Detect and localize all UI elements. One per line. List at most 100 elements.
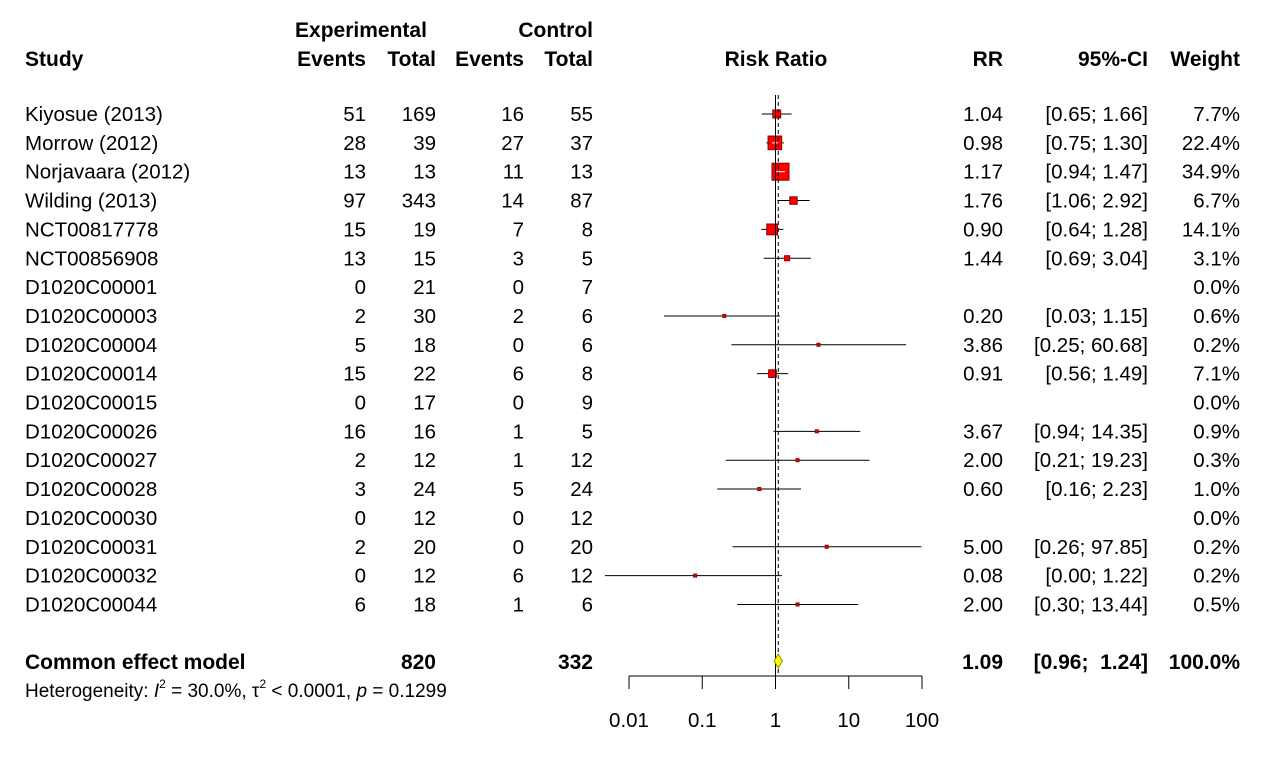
exp-events: 6 [355,593,366,616]
rr-value: 0.60 [963,478,1003,501]
rr-value: 0.91 [963,363,1003,386]
weight-value: 22.4% [1182,132,1240,155]
ctrl-total: 37 [570,132,593,155]
het-i2-sup: 2 [159,677,166,691]
study-box [693,573,698,578]
exp-events: 13 [343,247,366,270]
weight-value: 0.3% [1193,449,1240,472]
ci-value: [1.06; 2.92] [1045,190,1148,213]
rr-value: 5.00 [963,536,1003,559]
ctrl-events: 16 [501,103,524,126]
weight-value: 1.0% [1193,478,1240,501]
ctrl-total: 13 [570,161,593,184]
exp-total: 18 [413,593,436,616]
ctrl-events: 0 [513,536,524,559]
exp-total: 12 [413,507,436,530]
exp-events: 0 [355,392,366,415]
study-name: NCT00856908 [25,247,158,270]
ci-value: [0.25; 60.68] [1034,334,1148,357]
ctrl-events: 0 [513,392,524,415]
rr-value: 3.86 [963,334,1003,357]
weight-value: 0.9% [1193,420,1240,443]
exp-total: 16 [413,420,436,443]
ctrl-events: 1 [513,593,524,616]
study-name: D1020C00030 [25,507,157,530]
study-name: D1020C00001 [25,276,157,299]
study-name: Kiyosue (2013) [25,103,163,126]
exp-total: 24 [413,478,436,501]
weight-value: 6.7% [1193,190,1240,213]
ctrl-events: 6 [513,363,524,386]
study-name: D1020C00014 [25,363,157,386]
study-box [784,255,791,262]
ctrl-events: 7 [513,218,524,241]
ctrl-events: 0 [513,507,524,530]
ci-value: [0.21; 19.23] [1034,449,1148,472]
ctrl-total: 9 [582,392,593,415]
x-tick-label: 1 [770,709,781,732]
het-tau-value: < 0.0001, [266,681,356,702]
het-i2-value: = 30.0%, [166,681,252,702]
study-box [757,487,762,492]
header-study: Study [25,48,84,71]
ctrl-total: 5 [582,420,593,443]
rr-value: 0.08 [963,565,1003,588]
ctrl-events: 5 [513,478,524,501]
ctrl-total: 6 [582,334,593,357]
study-rows: Kiyosue (2013) 51 169 16 55 1.04 [0.65; 1.66] 7… [25,103,1240,616]
header-ctrl-total: Total [544,48,593,71]
weight-value: 7.1% [1193,363,1240,386]
header-risk-ratio: Risk Ratio [725,48,828,71]
study-name: D1020C00032 [25,565,157,588]
x-tick-label: 0.01 [609,709,649,732]
ci-value: [0.56; 1.49] [1045,363,1148,386]
study-box [816,342,821,347]
ctrl-total: 12 [570,565,593,588]
exp-events: 3 [355,478,366,501]
exp-events: 2 [355,536,366,559]
het-prefix: Heterogeneity: [25,681,154,702]
exp-total: 20 [413,536,436,559]
exp-total: 17 [413,392,436,415]
study-name: Wilding (2013) [25,190,157,213]
header-control: Control [518,19,593,42]
rr-value: 1.44 [963,247,1003,270]
pooled-weight: 100.0% [1169,651,1241,674]
rr-value: 1.76 [963,190,1003,213]
x-tick-label: 10 [837,709,860,732]
pooled-exp-total: 820 [401,651,436,674]
rr-value: 3.67 [963,420,1003,443]
exp-total: 22 [413,363,436,386]
ci-value: [0.94; 1.47] [1045,161,1148,184]
study-name: Morrow (2012) [25,132,158,155]
exp-total: 169 [402,103,436,126]
exp-events: 0 [355,565,366,588]
study-box [722,313,727,318]
exp-total: 13 [413,161,436,184]
het-p-symbol: p [355,681,367,702]
ctrl-events: 27 [501,132,524,155]
study-box [768,369,777,378]
rr-value: 2.00 [963,593,1003,616]
x-tick-label: 100 [905,709,939,732]
study-box [772,109,782,119]
ctrl-total: 5 [582,247,593,270]
study-name: D1020C00027 [25,449,157,472]
study-name: D1020C00004 [25,334,157,357]
exp-events: 16 [343,420,366,443]
ctrl-total: 12 [570,507,593,530]
ctrl-total: 20 [570,536,593,559]
ctrl-total: 8 [582,363,593,386]
weight-value: 14.1% [1182,218,1240,241]
weight-value: 0.2% [1193,334,1240,357]
ci-value: [0.03; 1.15] [1045,305,1148,328]
study-box [795,602,800,607]
ci-value: [0.16; 2.23] [1045,478,1148,501]
weight-value: 0.0% [1193,507,1240,530]
header-exp-total: Total [387,48,436,71]
ci-value: [0.75; 1.30] [1045,132,1148,155]
exp-events: 2 [355,449,366,472]
pooled-ci: [0.96; 1.24] [1034,651,1148,674]
header-rr: RR [973,48,1003,71]
